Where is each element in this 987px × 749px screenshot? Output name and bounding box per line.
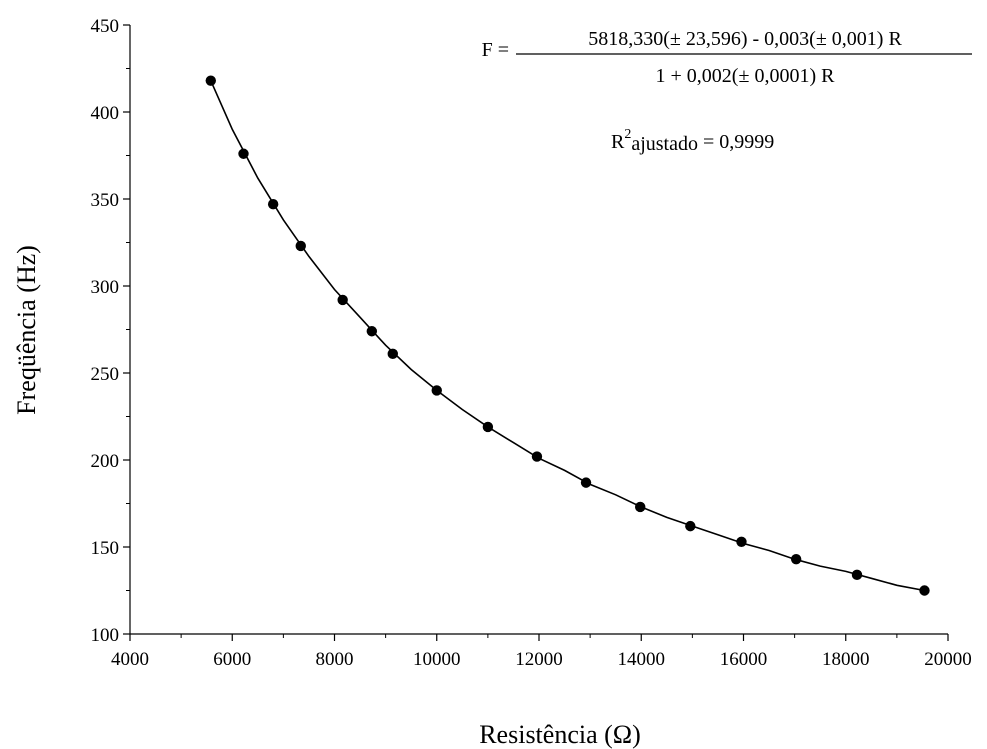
y-tick-label: 450 [91,16,120,37]
fit-curve [211,81,925,591]
r2-subscript: ajustado [631,133,698,155]
y-axis-title: Freqüência (Hz) [12,245,41,415]
x-tick-label: 4000 [111,649,149,670]
y-tick-label: 300 [91,277,120,298]
data-point [483,422,493,432]
x-tick-label: 14000 [618,649,666,670]
data-point [296,241,306,251]
equation-lhs: F = [482,39,509,61]
y-tick-label: 100 [91,625,120,646]
x-axis-title: Resistência (Ω) [479,720,641,749]
data-point [367,326,377,336]
data-point [238,149,248,159]
data-point [206,75,216,85]
data-point [791,554,801,564]
fit-equation: F = 5818,330(± 23,596) - 0,003(± 0,001) … [482,28,972,87]
data-point [919,585,929,595]
equation-denominator: 1 + 0,002(± 0,0001) R [656,65,836,87]
data-point [337,295,347,305]
r2-base: R [611,131,625,153]
equation-numerator: 5818,330(± 23,596) - 0,003(± 0,001) R [588,28,902,50]
y-ticks: 100 150 200 250 300 350 400 450 [91,16,131,646]
axes [130,25,948,634]
data-point [635,502,645,512]
data-point [581,477,591,487]
data-point [852,570,862,580]
r2-superscript: 2 [624,127,631,142]
data-points [206,75,930,595]
data-point [268,199,278,209]
data-point [736,537,746,547]
x-tick-label: 6000 [213,649,251,670]
y-tick-label: 150 [91,538,120,559]
data-point [685,521,695,531]
r2-value: = 0,9999 [703,131,774,153]
x-tick-label: 12000 [515,649,563,670]
y-tick-label: 200 [91,451,120,472]
y-tick-label: 250 [91,364,120,385]
data-point [388,349,398,359]
r-squared-annotation: R2ajustado = 0,9999 [611,127,774,155]
y-tick-label: 400 [91,103,120,124]
x-tick-label: 10000 [413,649,461,670]
x-ticks: 4000 6000 8000 10000 12000 14000 16000 18000 200… [111,634,972,670]
x-tick-label: 16000 [720,649,768,670]
data-point [432,385,442,395]
y-tick-label: 350 [91,190,120,211]
x-tick-label: 8000 [316,649,354,670]
data-point [532,451,542,461]
x-tick-label: 18000 [822,649,870,670]
x-tick-label: 20000 [924,649,972,670]
